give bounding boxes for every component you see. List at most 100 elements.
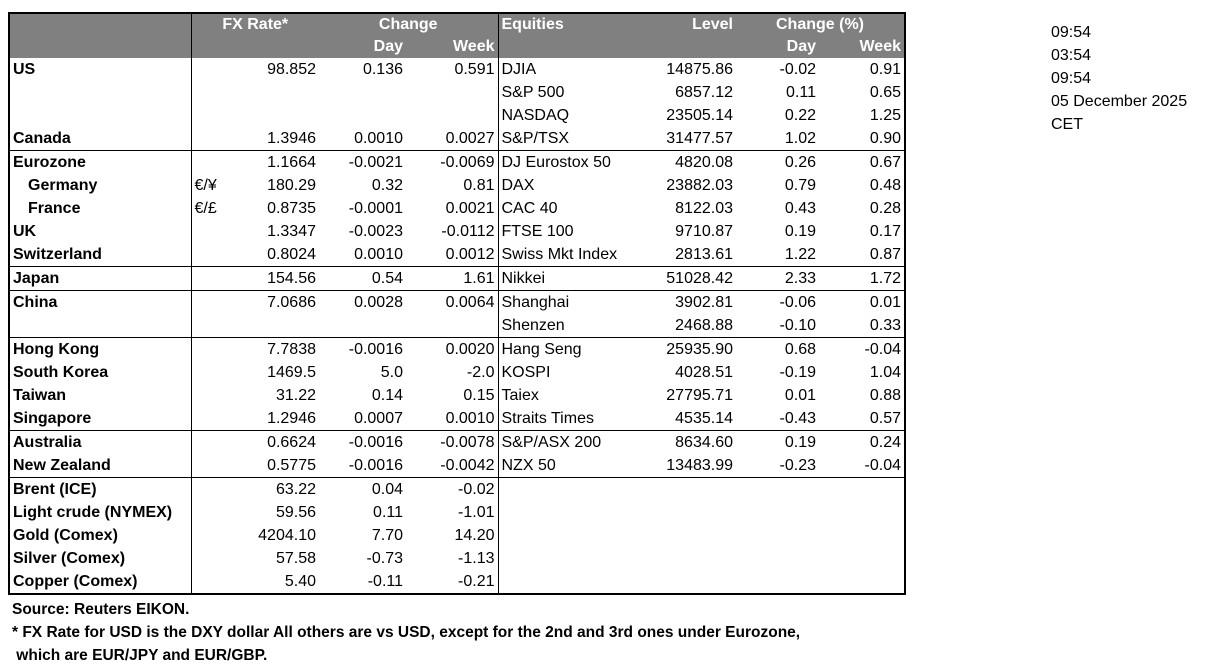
table-row: Silver (Comex) 57.58 -0.73 -1.13 (9, 547, 905, 570)
equity-level: 4820.08 (675, 154, 733, 171)
fx-symbol (191, 501, 231, 524)
equity-change-day: -0.02 (779, 61, 816, 78)
equity-level: 8634.60 (675, 434, 733, 451)
equity-name (498, 524, 641, 547)
fx-change-day: 7.70 (371, 527, 403, 544)
name: Australia (9, 430, 192, 454)
equity-change-day: 1.02 (736, 127, 819, 151)
fx-change-day: -0.0016 (319, 454, 406, 478)
equity-change-week: -0.04 (819, 454, 905, 478)
table-row: China 7.0686 0.0028 0.0064 Shanghai 3902.81 -0… (9, 290, 905, 315)
equity-name: Straits Times (498, 407, 641, 431)
fx-symbol (191, 58, 231, 81)
time-1: 09:54 (1051, 24, 1092, 41)
name: South Korea (9, 361, 192, 384)
fx-symbol (191, 151, 231, 175)
fx-rate: 1.3946 (231, 127, 319, 151)
timestamps: 09:54 03:54 09:54 05 December 2025 CET (1051, 21, 1187, 136)
name (9, 314, 192, 338)
equity-name (498, 501, 641, 524)
equity-name (498, 478, 641, 502)
fx-symbol (191, 431, 231, 455)
table-body: US 98.852 0.136 0.591 DJIA 14875.86 -0.02 0.91 S… (9, 58, 905, 594)
fx-change-day: -0.0001 (348, 200, 403, 217)
fx-symbol (191, 266, 231, 291)
table-row: Brent (ICE) 63.22 0.04 -0.02 (9, 477, 905, 502)
equity-name: Taiex (501, 387, 539, 404)
fx-symbol: €/¥ (194, 177, 217, 194)
table-row: UK 1.3347 -0.0023 -0.0112 FTSE 100 9710.87 0.1… (9, 220, 905, 243)
equity-change-week: 0.57 (819, 407, 905, 431)
name: US (9, 58, 192, 81)
fx-change-week: 1.61 (406, 266, 499, 291)
equity-change-week: 1.04 (869, 364, 901, 381)
equity-change-day: -0.23 (736, 454, 819, 478)
equity-change-week: 0.91 (869, 61, 901, 78)
fx-symbol (191, 104, 231, 127)
table-row: Australia 0.6624 -0.0016 -0.0078 S&P/ASX 200… (9, 430, 905, 455)
equity-change-day: -0.43 (736, 407, 819, 431)
date: 05 December 2025 (1051, 93, 1188, 110)
equity-change-day (736, 547, 819, 570)
fx-change-day: -0.0023 (348, 223, 403, 240)
header-week: Week (406, 36, 499, 58)
equity-level: 9710.87 (675, 223, 733, 240)
fx-change-day: 0.0028 (354, 294, 403, 311)
equity-change-day: 0.43 (784, 200, 816, 217)
header-equities: Equities (498, 13, 641, 36)
equity-level: 6857.12 (675, 84, 733, 101)
name: Taiwan (9, 384, 192, 407)
equity-change-day: 0.01 (784, 387, 816, 404)
equity-name: NZX 50 (498, 454, 641, 478)
fx-change-week: -0.0112 (406, 220, 499, 243)
equity-level: 3902.81 (675, 294, 733, 311)
fx-symbol (191, 524, 231, 547)
equity-level: 23882.03 (666, 177, 733, 194)
name (9, 81, 192, 104)
table-row: NASDAQ 23505.14 0.22 1.25 (9, 104, 905, 127)
equity-change-day (736, 501, 819, 524)
table-row: France €/£ 0.8735 -0.0001 0.0021 CAC 40 8122.0… (9, 197, 905, 220)
fx-rate: 98.852 (267, 61, 316, 78)
equity-change-day: 2.33 (736, 266, 819, 291)
table-row: New Zealand 0.5775 -0.0016 -0.0042 NZX 50 134… (9, 454, 905, 478)
fx-change-week: -2.0 (406, 361, 499, 384)
header-fx-rate: FX Rate* (191, 13, 319, 36)
fx-change-week: -1.01 (406, 501, 499, 524)
header-row-2: Day Week Day Week (9, 36, 905, 58)
equity-level: 27795.71 (666, 387, 733, 404)
equity-level: 31477.57 (641, 127, 736, 151)
fx-symbol (191, 220, 231, 243)
fx-rate: 1469.5 (267, 364, 316, 381)
name: Eurozone (9, 150, 192, 174)
equity-level (641, 570, 736, 594)
fx-change-week: -0.0069 (406, 150, 499, 174)
name: New Zealand (9, 454, 192, 478)
equity-name: DJIA (501, 61, 537, 78)
fx-change-week: 0.0027 (406, 127, 499, 151)
fx-change-day: 0.14 (371, 387, 403, 404)
time-2: 03:54 (1051, 47, 1092, 64)
equity-name: FTSE 100 (501, 223, 574, 240)
table-row: US 98.852 0.136 0.591 DJIA 14875.86 -0.02 0.91 (9, 58, 905, 81)
fx-change-week: 0.0012 (406, 243, 499, 267)
header-level: Level (641, 13, 736, 36)
equity-change-week: 1.72 (819, 266, 905, 291)
equity-level (641, 478, 736, 502)
fx-symbol (191, 291, 231, 315)
equity-level: 23505.14 (666, 107, 733, 124)
table-row: Copper (Comex) 5.40 -0.11 -0.21 (9, 570, 905, 594)
name: Silver (Comex) (9, 547, 192, 570)
fx-symbol (191, 570, 231, 594)
fx-change-day: 0.04 (371, 481, 403, 498)
equity-name: S&P/ASX 200 (501, 434, 602, 451)
header-blank (498, 36, 736, 58)
equity-change-week: -0.04 (864, 341, 901, 358)
fx-rate: 0.6624 (267, 434, 316, 451)
fx-change-day: -0.0016 (348, 434, 403, 451)
fx-symbol (191, 127, 231, 151)
fx-change-day: -0.73 (366, 550, 403, 567)
fx-symbol (191, 454, 231, 478)
table-row: Gold (Comex) 4204.10 7.70 14.20 (9, 524, 905, 547)
equity-change-day (736, 478, 819, 502)
